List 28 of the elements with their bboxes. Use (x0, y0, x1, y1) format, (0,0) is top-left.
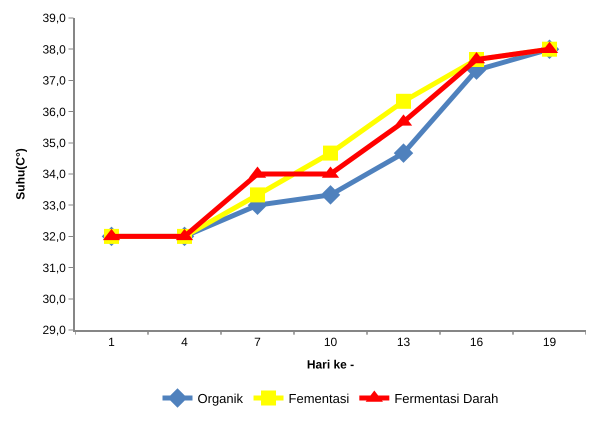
legend-label: Organik (198, 391, 244, 406)
y-tick-label: 36,0 (42, 104, 66, 119)
x-tick-label: 16 (470, 335, 484, 350)
y-axis-title: Suhu(C°) (13, 148, 28, 200)
y-tick-label: 32,0 (42, 230, 66, 244)
y-tick-label: 31,0 (42, 260, 66, 275)
legend-label: Fementasi (288, 391, 350, 406)
y-tick-label: 37,0 (42, 74, 66, 88)
point (250, 187, 265, 202)
y-tick-label: 30,0 (42, 292, 66, 306)
x-tick-label: 4 (181, 335, 188, 350)
y-tick-label: 39,0 (42, 11, 66, 26)
y-tick-label: 29,0 (42, 323, 66, 338)
y-tick-label: 33,0 (42, 198, 66, 212)
point (396, 94, 411, 109)
y-tick-label: 34,0 (42, 167, 66, 182)
x-axis-title: Hari ke - (306, 358, 354, 372)
x-tick-label: 1 (108, 335, 116, 350)
y-tick-label: 35,0 (42, 136, 66, 150)
x-tick-label: 19 (542, 335, 556, 350)
x-tick-label: 7 (254, 335, 262, 350)
x-tick-label: 13 (396, 335, 410, 350)
x-tick-label: 10 (324, 335, 338, 350)
legend-label: Fermentasi Darah (394, 391, 498, 406)
point (320, 185, 340, 205)
point (394, 143, 414, 163)
point (323, 146, 338, 161)
y-tick-label: 38,0 (42, 42, 66, 56)
